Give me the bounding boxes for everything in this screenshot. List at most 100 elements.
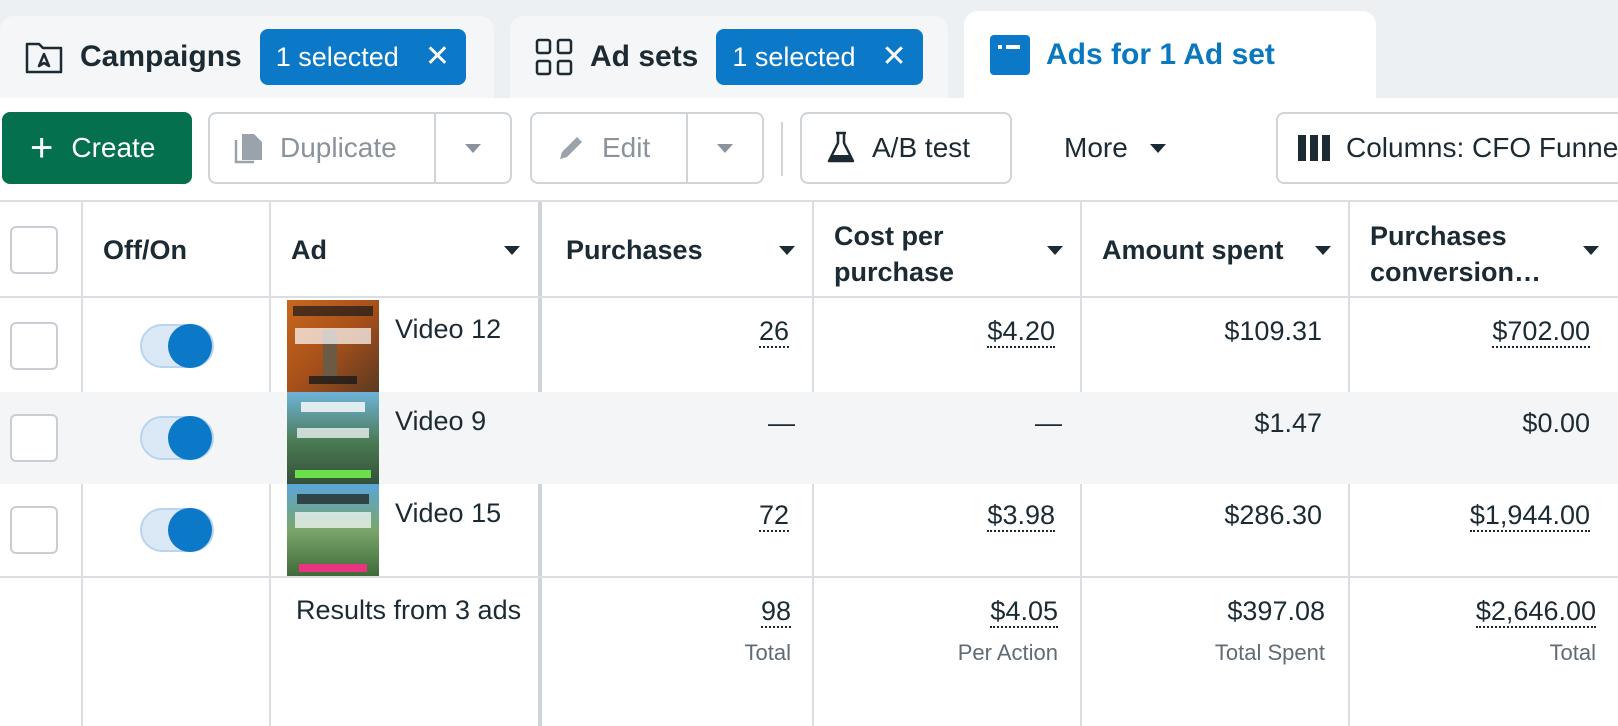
more-button[interactable]: More [1040, 112, 1190, 184]
edit-main[interactable]: Edit [532, 114, 688, 182]
header-cost-line2: purchase [834, 257, 955, 287]
columns-icon [1298, 135, 1330, 161]
header-cost-per-purchase[interactable]: Cost per purchase [834, 218, 954, 290]
edit-dropdown[interactable] [688, 114, 762, 182]
campaigns-selected-badge[interactable]: 1 selected ✕ [259, 29, 466, 85]
toggle-knob [168, 324, 212, 368]
ad-name[interactable]: Video 9 [395, 406, 487, 436]
chevron-down-icon [465, 143, 481, 153]
row-checkbox[interactable] [10, 322, 58, 370]
create-button[interactable]: + Create [2, 112, 192, 184]
duplicate-dropdown[interactable] [436, 114, 510, 182]
edit-button[interactable]: Edit [530, 112, 764, 184]
amount-spent-value: $1.47 [1254, 408, 1322, 438]
summary-divider [0, 576, 1618, 578]
table-row[interactable]: Video 15 72 $3.98 $286.30 $1,944.00 [0, 484, 1618, 576]
edit-label: Edit [602, 132, 651, 163]
total-amount-caption: Total Spent [1214, 640, 1325, 665]
total-conversion[interactable]: $2,646.00 [1475, 596, 1596, 628]
flask-icon [826, 131, 856, 165]
conversion-value[interactable]: $702.00 [1492, 316, 1590, 348]
ad-card-icon [990, 34, 1030, 75]
table-row[interactable]: Video 12 26 $4.20 $109.31 $702.00 [0, 300, 1618, 392]
adsets-selected-badge[interactable]: 1 selected ✕ [716, 29, 923, 85]
row-checkbox[interactable] [10, 414, 58, 462]
purchases-value[interactable]: 26 [758, 316, 789, 348]
tab-adsets-label: Ad sets [590, 40, 699, 73]
duplicate-main[interactable]: Duplicate [210, 114, 436, 182]
total-purchases[interactable]: 98 [760, 596, 791, 628]
create-label: Create [71, 132, 156, 163]
campaigns-selected-text: 1 selected [275, 41, 399, 72]
header-purchases-conversion[interactable]: Purchases conversion… [1370, 218, 1541, 290]
total-amount-spent: $397.08 [1227, 596, 1325, 626]
header-cost-line1: Cost per [834, 221, 944, 251]
ad-thumbnail[interactable] [287, 392, 379, 484]
sort-caret-icon[interactable] [1047, 246, 1063, 255]
toggle-knob [168, 508, 212, 552]
header-amount-spent[interactable]: Amount spent [1102, 234, 1284, 265]
purchases-value: — [768, 408, 795, 438]
total-cost-per-purchase[interactable]: $4.05 [990, 596, 1058, 628]
tab-campaigns-label: Campaigns [80, 40, 242, 73]
ab-test-button[interactable]: A/B test [800, 112, 1012, 184]
ads-table: Off/On Ad Purchases Cost per purchase Am… [0, 202, 1618, 726]
clear-campaigns-selection-icon[interactable]: ✕ [424, 40, 450, 73]
ad-toggle[interactable] [140, 324, 214, 368]
duplicate-label: Duplicate [280, 132, 397, 163]
columns-button[interactable]: Columns: CFO Funne [1276, 112, 1618, 184]
clear-adsets-selection-icon[interactable]: ✕ [881, 40, 907, 73]
tab-ads-label: Ads for 1 Ad set [1046, 37, 1275, 71]
header-conv-line2: conversion… [1370, 257, 1542, 287]
ad-name[interactable]: Video 12 [395, 314, 502, 344]
conversion-value[interactable]: $1,944.00 [1469, 500, 1590, 532]
tab-bar: Campaigns 1 selected ✕ Ad sets 1 selecte… [0, 0, 1618, 98]
conversion-value: $0.00 [1522, 408, 1590, 438]
pencil-icon [556, 133, 586, 163]
sort-caret-icon[interactable] [1315, 246, 1331, 255]
header-off-on: Off/On [103, 234, 187, 265]
grid-icon [534, 37, 574, 77]
ad-toggle[interactable] [140, 508, 214, 552]
sort-caret-icon[interactable] [504, 246, 520, 255]
duplicate-icon [234, 132, 264, 164]
campaign-folder-icon [24, 37, 64, 77]
header-conv-line1: Purchases [1370, 221, 1507, 251]
cost-per-purchase-value: — [1035, 408, 1062, 438]
columns-label: Columns: CFO Funne [1346, 132, 1618, 163]
total-conversion-caption: Total [1549, 640, 1596, 665]
header-purchases[interactable]: Purchases [566, 234, 703, 265]
select-all-checkbox[interactable] [10, 226, 58, 274]
chevron-down-icon [1149, 143, 1166, 153]
duplicate-button[interactable]: Duplicate [208, 112, 512, 184]
ad-toggle[interactable] [140, 416, 214, 460]
ad-thumbnail[interactable] [287, 484, 379, 576]
total-purchases-caption: Total [744, 640, 791, 665]
adsets-selected-text: 1 selected [732, 41, 856, 72]
purchases-value[interactable]: 72 [758, 500, 789, 532]
table-row[interactable]: Video 9 — — $1.47 $0.00 [0, 392, 1618, 484]
row-checkbox[interactable] [10, 506, 58, 554]
more-label: More [1064, 132, 1128, 163]
toolbar: + Create Duplicate Edit A/B test [0, 98, 1618, 202]
total-cost-caption: Per Action [957, 640, 1058, 665]
tab-adsets[interactable]: Ad sets 1 selected ✕ [510, 16, 948, 98]
toolbar-divider [781, 122, 783, 176]
table-header: Off/On Ad Purchases Cost per purchase Am… [0, 202, 1618, 298]
toggle-knob [168, 416, 212, 460]
header-ad[interactable]: Ad [291, 202, 521, 298]
summary-row: Results from 3 ads 98 Total $4.05 Per Ac… [0, 578, 1618, 726]
ad-name[interactable]: Video 15 [395, 498, 502, 528]
ad-thumbnail[interactable] [287, 300, 379, 392]
tab-ads[interactable]: Ads for 1 Ad set [964, 11, 1376, 98]
ab-test-label: A/B test [872, 132, 971, 163]
sort-caret-icon[interactable] [779, 246, 795, 255]
tab-campaigns[interactable]: Campaigns 1 selected ✕ [0, 16, 494, 98]
amount-spent-value: $109.31 [1224, 316, 1322, 346]
amount-spent-value: $286.30 [1224, 500, 1322, 530]
header-ad-label: Ad [291, 234, 327, 265]
cost-per-purchase-value[interactable]: $3.98 [987, 500, 1055, 532]
chevron-down-icon [717, 143, 733, 153]
sort-caret-icon[interactable] [1583, 246, 1599, 255]
cost-per-purchase-value[interactable]: $4.20 [987, 316, 1055, 348]
